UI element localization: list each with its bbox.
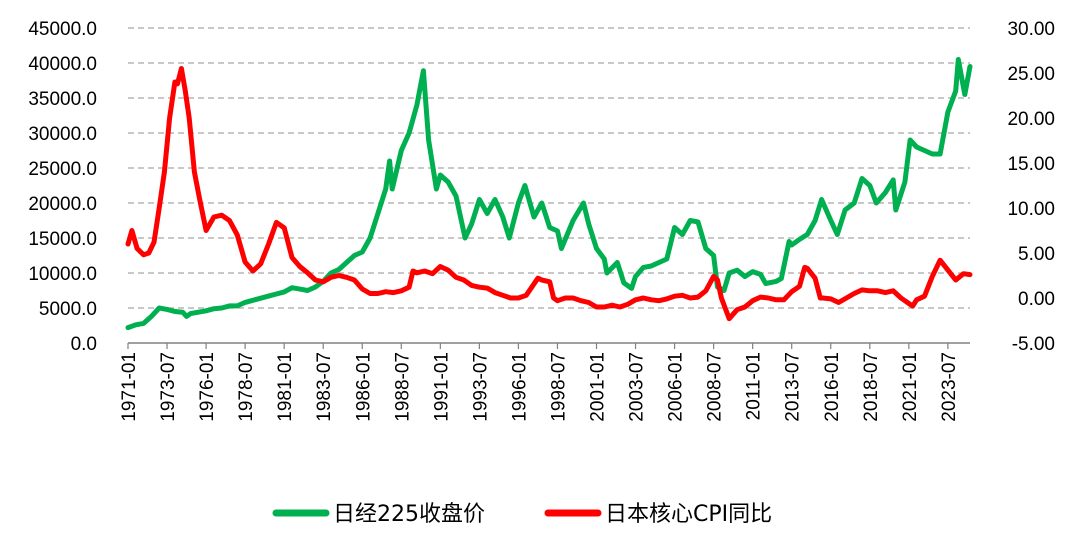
y-right-tick-label: 30.00 bbox=[1007, 19, 1055, 40]
y-left-tick-label: 45000.0 bbox=[28, 19, 97, 40]
x-tick-label: 1986-01 bbox=[353, 352, 374, 422]
y-left-tick-label: 15000.0 bbox=[28, 229, 97, 250]
x-tick-label: 2023-07 bbox=[939, 352, 960, 422]
right-y-axis: -5.00 0.00 5.00 10.00 15.00 20.00 25.00 30.00 bbox=[1007, 19, 1055, 355]
legend: 日经225收盘价 日本核心CPI同比 bbox=[272, 502, 772, 527]
x-tick-label: 1993-07 bbox=[470, 352, 491, 422]
x-tick-label: 1998-07 bbox=[548, 352, 569, 422]
y-left-tick-label: 5000.0 bbox=[39, 299, 97, 320]
y-left-tick-label: 20000.0 bbox=[28, 194, 97, 215]
x-tick-label: 2016-01 bbox=[822, 352, 843, 422]
legend-label-cpi: 日本核心CPI同比 bbox=[605, 502, 772, 527]
x-tick-label: 1978-07 bbox=[236, 352, 257, 422]
y-left-tick-label: 25000.0 bbox=[28, 159, 97, 180]
y-left-tick-label: 40000.0 bbox=[28, 54, 97, 75]
x-tick-label: 1976-01 bbox=[197, 352, 218, 422]
x-tick-label: 2018-07 bbox=[861, 352, 882, 422]
series-line-cpi bbox=[125, 66, 973, 322]
x-tick-label: 1981-01 bbox=[275, 352, 296, 422]
series-line-nikkei bbox=[125, 57, 973, 331]
x-tick-label: 2013-07 bbox=[783, 352, 804, 422]
gridlines bbox=[128, 27, 970, 309]
x-tick-label: 2008-07 bbox=[705, 352, 726, 422]
x-tick-label: 1971-01 bbox=[119, 352, 140, 422]
x-tick-label: 1988-07 bbox=[392, 352, 413, 422]
y-left-tick-label: 35000.0 bbox=[28, 89, 97, 110]
y-right-tick-label: 10.00 bbox=[1007, 199, 1055, 220]
x-tick-label: 1973-07 bbox=[158, 352, 179, 422]
x-tick-label: 1983-07 bbox=[314, 352, 335, 422]
x-tick-label: 1996-01 bbox=[509, 352, 530, 422]
y-right-tick-label: 15.00 bbox=[1007, 154, 1055, 175]
y-right-tick-label: -5.00 bbox=[1012, 334, 1055, 355]
y-right-tick-label: 0.00 bbox=[1018, 289, 1055, 310]
x-tick-label: 2021-01 bbox=[900, 352, 921, 422]
y-right-tick-label: 25.00 bbox=[1007, 64, 1055, 85]
series-lines bbox=[125, 57, 973, 331]
x-tick-label: 2003-07 bbox=[627, 352, 648, 422]
x-tick-label: 2001-01 bbox=[588, 352, 609, 422]
y-right-tick-label: 5.00 bbox=[1018, 244, 1055, 265]
x-tick-label: 2006-01 bbox=[666, 352, 687, 422]
x-tick-label: 1991-01 bbox=[431, 352, 452, 422]
left-y-axis: 0.0 5000.0 10000.0 15000.0 20000.0 25000.0 300… bbox=[28, 19, 97, 355]
y-right-tick-label: 20.00 bbox=[1007, 109, 1055, 130]
x-tick-label: 2011-01 bbox=[744, 352, 765, 420]
legend-label-nikkei: 日经225收盘价 bbox=[333, 502, 485, 527]
y-left-tick-label: 0.0 bbox=[71, 334, 97, 355]
y-left-tick-label: 30000.0 bbox=[28, 124, 97, 145]
x-axis: 1971-01 1973-07 1976-01 1978-07 1981-01 1983-… bbox=[119, 342, 970, 422]
y-left-tick-label: 10000.0 bbox=[28, 264, 97, 285]
